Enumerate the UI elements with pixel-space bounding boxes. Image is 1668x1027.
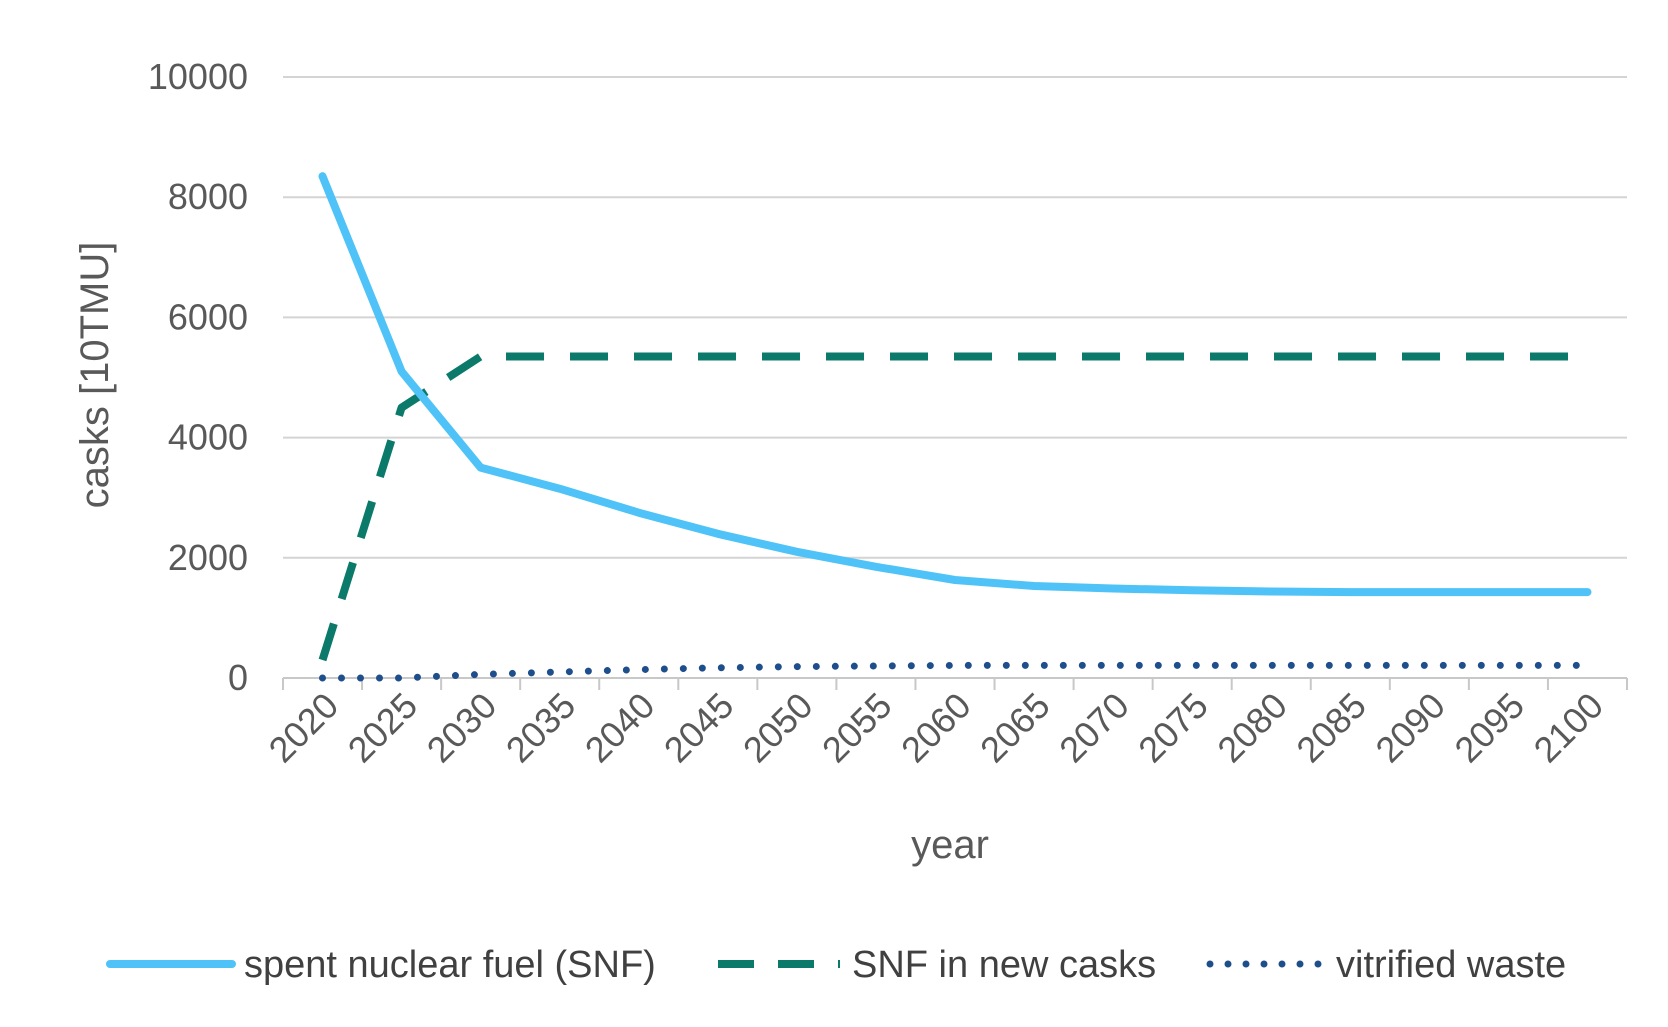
x-tick-label: 2055 [814, 685, 900, 771]
legend-item-vitrified-waste: vitrified waste [1206, 944, 1566, 986]
x-axis [282, 677, 1628, 690]
legend-label-snf: spent nuclear fuel (SNF) [244, 944, 656, 986]
y-tick-label: 8000 [168, 176, 248, 217]
x-tick-label: 2085 [1288, 685, 1374, 771]
x-tick-label: 2080 [1209, 685, 1295, 771]
y-tick-label: 4000 [168, 417, 248, 458]
x-tick-label: 2020 [261, 685, 347, 771]
legend-item-snf-new-casks: SNF in new casks [718, 944, 1156, 986]
x-axis-title: year [911, 823, 989, 867]
x-tick-label: 2040 [577, 685, 663, 771]
legend-label-vitrified-waste: vitrified waste [1336, 944, 1566, 986]
x-tick-label: 2075 [1130, 685, 1216, 771]
legend-label-snf-new-casks: SNF in new casks [852, 944, 1156, 986]
y-axis-ticks: 0 2000 4000 6000 8000 10000 [148, 56, 248, 698]
y-tick-label: 6000 [168, 296, 248, 337]
x-tick-label: 2100 [1526, 685, 1612, 771]
x-tick-label: 2090 [1367, 685, 1453, 771]
x-tick-label: 2030 [419, 685, 505, 771]
legend-item-snf: spent nuclear fuel (SNF) [106, 944, 656, 986]
series-line-0 [318, 172, 1592, 597]
y-tick-label: 10000 [148, 56, 248, 97]
series-line-1 [318, 352, 1588, 662]
x-tick-label: 2060 [893, 685, 979, 771]
x-axis-ticks: 2020202520302035204020452050205520602065… [261, 685, 1612, 771]
gridlines [283, 76, 1627, 559]
legend: spent nuclear fuel (SNF) SNF in new cask… [106, 944, 1566, 986]
x-tick-label: 2025 [340, 685, 426, 771]
x-tick-label: 2065 [972, 685, 1058, 771]
series-line-2 [319, 661, 1591, 682]
x-tick-label: 2035 [498, 685, 584, 771]
y-axis-title: casks [10TMU] [73, 242, 117, 509]
y-tick-label: 0 [228, 657, 248, 698]
x-tick-label: 2045 [656, 685, 742, 771]
series-lines [318, 172, 1592, 682]
x-tick-label: 2095 [1446, 685, 1532, 771]
x-tick-label: 2070 [1051, 685, 1137, 771]
y-tick-label: 2000 [168, 537, 248, 578]
x-tick-label: 2050 [735, 685, 821, 771]
